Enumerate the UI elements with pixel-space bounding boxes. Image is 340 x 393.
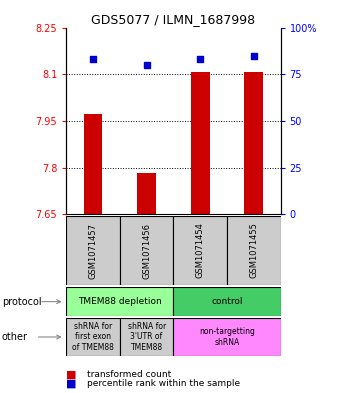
Bar [120, 318, 173, 356]
Bar [84, 114, 102, 214]
Text: control: control [211, 297, 243, 306]
Text: other: other [2, 332, 28, 342]
Text: GSM1071454: GSM1071454 [196, 222, 205, 279]
Point [144, 62, 149, 68]
Text: percentile rank within the sample: percentile rank within the sample [87, 380, 240, 388]
Bar [66, 287, 173, 316]
Bar [120, 216, 173, 285]
Text: transformed count: transformed count [87, 370, 171, 379]
Bar [173, 216, 227, 285]
Text: ■: ■ [66, 369, 77, 380]
Point [251, 53, 256, 59]
Text: ■: ■ [66, 379, 77, 389]
Bar [66, 318, 120, 356]
Text: shRNA for
3'UTR of
TMEM88: shRNA for 3'UTR of TMEM88 [128, 322, 166, 352]
Text: GSM1071456: GSM1071456 [142, 222, 151, 279]
Point [198, 56, 203, 62]
Text: TMEM88 depletion: TMEM88 depletion [78, 297, 162, 306]
Bar [137, 173, 156, 214]
Bar [191, 72, 209, 214]
Point [90, 56, 96, 62]
Bar [227, 216, 280, 285]
Bar [66, 216, 120, 285]
Text: non-targetting
shRNA: non-targetting shRNA [199, 327, 255, 347]
Text: GSM1071455: GSM1071455 [249, 222, 258, 279]
Text: GSM1071457: GSM1071457 [89, 222, 98, 279]
Bar [173, 318, 280, 356]
Text: protocol: protocol [2, 297, 41, 307]
Text: shRNA for
first exon
of TMEM88: shRNA for first exon of TMEM88 [72, 322, 114, 352]
Bar [173, 287, 280, 316]
Bar [244, 72, 263, 214]
Title: GDS5077 / ILMN_1687998: GDS5077 / ILMN_1687998 [91, 13, 255, 26]
